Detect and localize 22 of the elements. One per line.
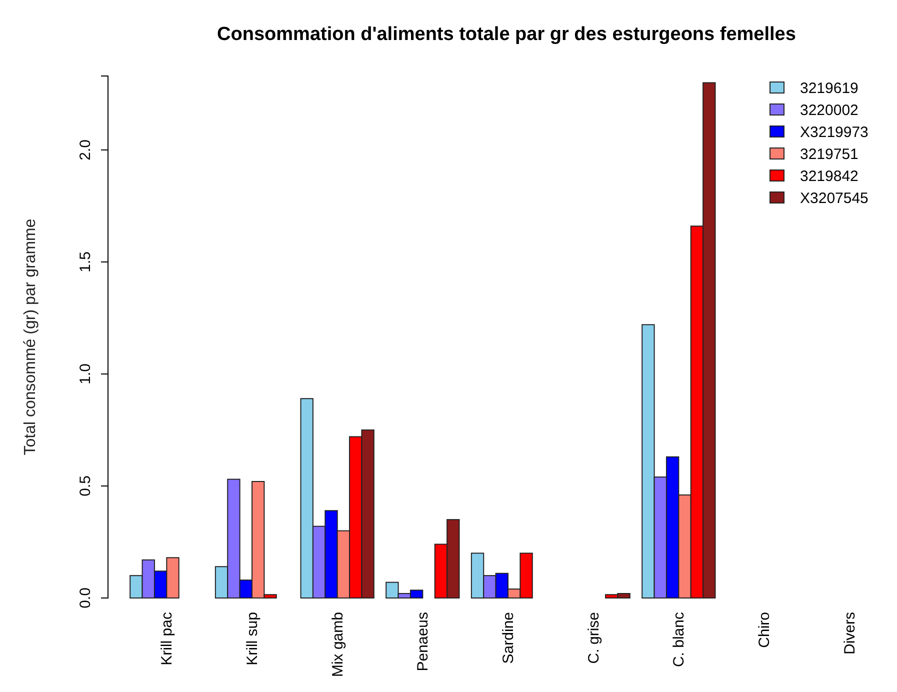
legend-label: 3220002 xyxy=(800,102,858,119)
legend-label: X3207545 xyxy=(800,190,868,207)
legend-label: 3219619 xyxy=(800,80,858,97)
x-tick-label: Krill sup xyxy=(244,612,261,666)
x-tick-label: Sardine xyxy=(500,612,517,664)
x-tick-label: C. grise xyxy=(585,612,602,664)
x-tick-label: Krill pac xyxy=(158,612,176,666)
x-tick-label: Divers xyxy=(841,612,858,655)
x-tick-label: Penaeus xyxy=(414,612,432,672)
y-tick-label: 1.5 xyxy=(77,252,94,272)
legend-label: 3219842 xyxy=(800,168,858,185)
legend-label: X3219973 xyxy=(800,124,868,141)
y-axis-title: Total consommé (gr) par gramme xyxy=(22,218,39,456)
y-tick-label: 1.0 xyxy=(77,364,94,384)
y-tick-label: 0.0 xyxy=(77,588,94,608)
legend-label: 3219751 xyxy=(800,146,858,163)
chart-title: Consommation d'aliments totale par gr des esturgeons femelles xyxy=(217,24,796,45)
x-tick-label: Mix gamb xyxy=(329,612,346,678)
y-tick-label: 2.0 xyxy=(77,140,94,160)
x-tick-label: Chiro xyxy=(756,612,773,648)
x-tick-label: C. blanc xyxy=(670,612,688,668)
y-tick-label: 0.5 xyxy=(77,476,94,496)
